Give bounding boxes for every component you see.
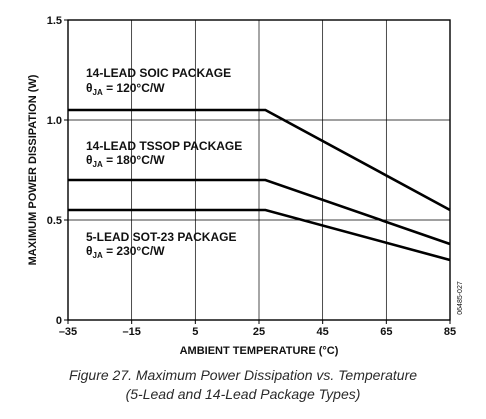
annotation-tssop: 14-LEAD TSSOP PACKAGE θJA = 180°C/W [86,139,242,169]
sot23-theta: θJA = 230°C/W [86,244,165,260]
series-lines [68,108,451,262]
y-axis-title: MAXIMUM POWER DISSIPATION (W) [27,74,39,265]
sot23-label: 5-LEAD SOT-23 PACKAGE [86,230,236,244]
y-tick-label: 1.5 [47,15,62,27]
x-axis-title: AMBIENT TEMPERATURE (°C) [180,345,339,357]
figure-caption-line1: Figure 27. Maximum Power Dissipation vs.… [68,367,418,383]
x-tick-label: 65 [380,326,392,338]
y-tick-label: 0 [56,315,62,327]
tssop-label: 14-LEAD TSSOP PACKAGE [86,139,242,153]
x-tick-label: –35 [59,326,77,338]
chart: –35 –15 5 25 45 65 85 0 0.5 1.0 1.5 14-LEAD SOIC P… [27,15,464,357]
x-tick-label: –15 [122,326,140,338]
series-line-sot23 [68,208,451,262]
series-line-soic [68,108,451,212]
soic-label: 14-LEAD SOIC PACKAGE [86,66,231,80]
figure-id: 06485-027 [457,281,464,315]
x-tick-label: 45 [317,326,329,338]
figure-caption-line2: (5-Lead and 14-Lead Package Types) [125,386,361,402]
series-line-tssop [68,178,451,246]
tssop-theta: θJA = 180°C/W [86,153,165,169]
x-tick-label: 5 [192,326,198,338]
soic-theta: θJA = 120°C/W [86,81,165,97]
annotation-sot23: 5-LEAD SOT-23 PACKAGE θJA = 230°C/W [86,230,236,260]
axis-ticks: –35 –15 5 25 45 65 85 0 0.5 1.0 1.5 [47,15,456,338]
gridlines [68,20,450,320]
y-tick-label: 0.5 [47,215,62,227]
x-tick-label: 25 [253,326,265,338]
y-tick-label: 1.0 [47,115,62,127]
annotation-soic: 14-LEAD SOIC PACKAGE θJA = 120°C/W [86,66,231,97]
x-tick-label: 85 [444,326,456,338]
